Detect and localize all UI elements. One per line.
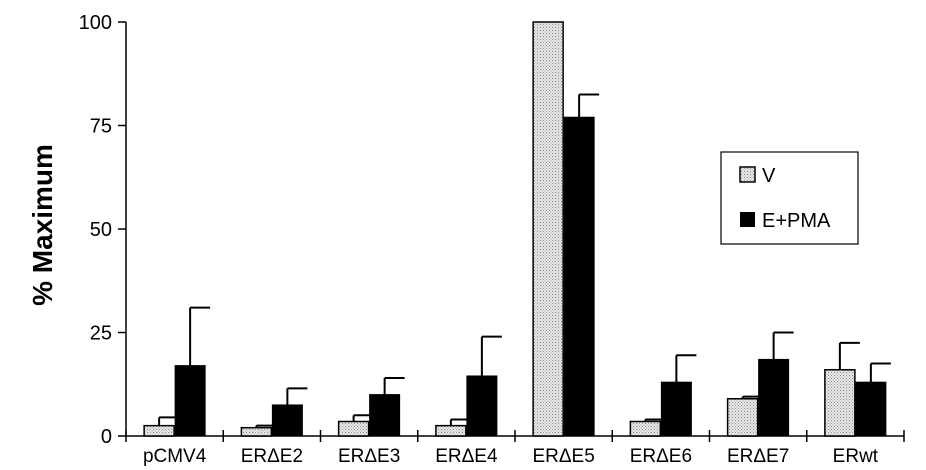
legend-swatch-e-pma [740, 212, 755, 227]
bar-e-pma [369, 394, 401, 437]
bar-v [435, 424, 467, 437]
legend-swatch-v [739, 166, 756, 183]
bar-v [143, 424, 175, 437]
y-tick-label: 100 [79, 12, 112, 34]
bar-e-pma [271, 404, 303, 437]
y-tick-label: 25 [90, 323, 112, 345]
legend: V E+PMA [720, 151, 859, 245]
bar-e-pma [174, 365, 206, 437]
x-axis: pCMV4 ERΔE2 ERΔE3 ERΔE4 ERΔE5 ERΔE6 ERΔE7 ERwt [125, 430, 905, 467]
bar-v [629, 420, 662, 437]
category-label: pCMV4 [143, 446, 207, 467]
bar-e-pma [758, 358, 790, 437]
bar-v [726, 397, 759, 437]
bar-e-pma [660, 381, 692, 437]
legend-label-v: V [762, 165, 776, 187]
y-tick-label: 75 [90, 116, 112, 138]
bar-e-pma [466, 375, 498, 437]
category-label: ERΔE6 [630, 446, 692, 467]
category-label: ERΔE5 [532, 446, 594, 467]
category-label: ERwt [833, 446, 879, 467]
error-bars [158, 93, 891, 428]
legend-label-e-pma: E+PMA [762, 210, 831, 232]
bar-v [240, 426, 273, 437]
bar-e-pma [563, 116, 595, 437]
category-label: ERΔE2 [241, 446, 303, 467]
y-tick-label: 50 [90, 219, 112, 241]
y-axis-title: % Maximum [27, 144, 58, 306]
bar-v [337, 420, 370, 437]
bar-v [532, 21, 564, 437]
category-label: ERΔE3 [338, 446, 400, 467]
y-axis: 0 25 50 75 100 [79, 12, 127, 448]
category-label: ERΔE4 [435, 446, 498, 467]
bar-e-pma [855, 381, 887, 437]
bar-v [824, 369, 856, 437]
category-label: ERΔE7 [727, 446, 789, 467]
y-tick-label: 0 [101, 426, 112, 448]
